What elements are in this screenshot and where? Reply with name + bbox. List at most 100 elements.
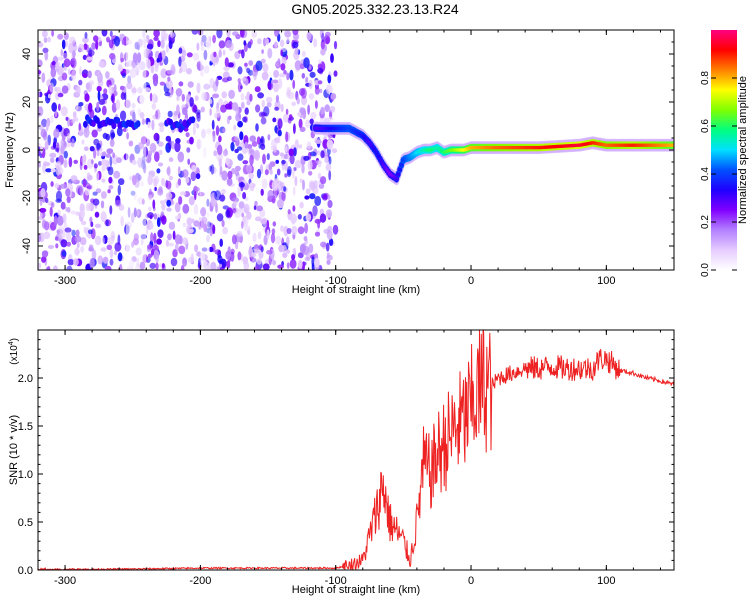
- colorbar: [711, 30, 737, 270]
- noise-blob: [50, 157, 55, 163]
- noise-blob: [58, 103, 61, 112]
- noise-blob: [118, 178, 125, 186]
- noise-blob: [314, 195, 322, 207]
- noise-blob: [62, 213, 67, 223]
- noise-blob: [96, 85, 102, 92]
- noise-blob: [52, 265, 58, 270]
- noise-blob: [284, 160, 288, 172]
- noise-blob: [327, 199, 333, 209]
- noise-blob: [261, 49, 264, 54]
- noise-blob: [57, 33, 64, 40]
- noise-blob: [109, 156, 113, 167]
- noise-blob: [70, 175, 78, 183]
- noise-blob: [150, 65, 155, 74]
- noise-blob: [165, 192, 173, 200]
- noise-blob: [279, 152, 285, 157]
- noise-blob: [240, 253, 244, 262]
- noise-blob: [216, 30, 223, 39]
- noise-blob: [321, 194, 328, 201]
- noise-blob: [287, 166, 292, 176]
- noise-blob: [49, 152, 57, 158]
- noise-blob: [147, 174, 153, 186]
- noise-blob: [51, 60, 56, 66]
- noise-blob: [60, 106, 68, 117]
- noise-blob: [91, 159, 94, 165]
- noise-blob: [182, 49, 187, 57]
- noise-blob: [195, 173, 201, 180]
- noise-blob: [326, 252, 330, 258]
- noise-blob: [242, 216, 247, 225]
- noise-blob: [67, 132, 71, 142]
- noise-blob: [271, 228, 276, 235]
- noise-blob: [75, 247, 80, 256]
- noise-blob: [178, 56, 182, 67]
- noise-blob: [186, 147, 191, 153]
- noise-blob: [158, 186, 163, 194]
- noise-blob: [222, 149, 229, 157]
- noise-blob: [44, 162, 51, 167]
- noise-blob: [244, 62, 248, 67]
- noise-blob: [60, 201, 66, 210]
- noise-blob: [284, 145, 288, 153]
- noise-blob: [196, 251, 202, 257]
- noise-blob: [158, 122, 165, 127]
- noise-blob: [280, 49, 283, 57]
- noise-blob: [82, 37, 89, 44]
- noise-blob: [180, 61, 188, 73]
- noise-blob: [258, 244, 263, 251]
- noise-blob: [240, 101, 245, 109]
- noise-blob: [108, 185, 114, 190]
- noise-blob: [72, 50, 76, 58]
- noise-blob: [65, 116, 69, 121]
- noise-blob: [172, 230, 176, 240]
- noise-blob: [60, 49, 64, 57]
- noise-blob: [87, 229, 93, 235]
- noise-blob: [325, 209, 333, 218]
- noise-blob: [92, 191, 98, 196]
- noise-blob: [155, 262, 159, 270]
- noise-blob: [299, 126, 306, 132]
- noise-blob: [186, 52, 193, 58]
- noise-blob: [225, 209, 231, 218]
- noise-blob: [119, 264, 123, 270]
- noise-blob: [299, 107, 306, 116]
- noise-blob: [301, 50, 306, 58]
- noise-blob: [311, 256, 315, 268]
- noise-blob: [232, 31, 239, 36]
- colorbar-tick-label: 0.6: [700, 119, 711, 133]
- noise-blob: [161, 177, 165, 186]
- ridge-early: [190, 116, 196, 124]
- noise-blob: [109, 52, 116, 60]
- noise-blob: [255, 104, 261, 113]
- noise-blob: [301, 72, 306, 79]
- noise-blob: [181, 93, 185, 102]
- noise-blob: [232, 197, 240, 203]
- noise-blob: [291, 254, 296, 261]
- noise-blob: [328, 170, 332, 181]
- noise-blob: [59, 229, 66, 239]
- noise-blob: [281, 190, 286, 202]
- heatmap-x-tick-label: 0: [468, 275, 474, 287]
- noise-blob: [196, 112, 201, 122]
- noise-blob: [237, 81, 242, 93]
- noise-blob: [320, 241, 327, 248]
- noise-blob: [163, 32, 169, 38]
- noise-blob: [147, 121, 151, 129]
- noise-blob: [234, 165, 241, 172]
- noise-blob: [171, 140, 175, 150]
- noise-blob: [97, 71, 101, 78]
- noise-blob: [194, 244, 199, 253]
- noise-blob: [47, 244, 55, 249]
- noise-blob: [157, 141, 164, 147]
- noise-blob: [114, 242, 122, 252]
- noise-blob: [188, 196, 195, 206]
- noise-blob: [222, 49, 226, 56]
- noise-blob: [189, 97, 194, 107]
- noise-blob: [55, 243, 59, 249]
- noise-blob: [147, 244, 153, 250]
- noise-blob: [78, 79, 83, 86]
- noise-blob: [239, 30, 245, 38]
- colorbar-tick-label: 0.8: [700, 71, 711, 85]
- ridge-core: [399, 163, 404, 167]
- noise-blob: [213, 51, 217, 58]
